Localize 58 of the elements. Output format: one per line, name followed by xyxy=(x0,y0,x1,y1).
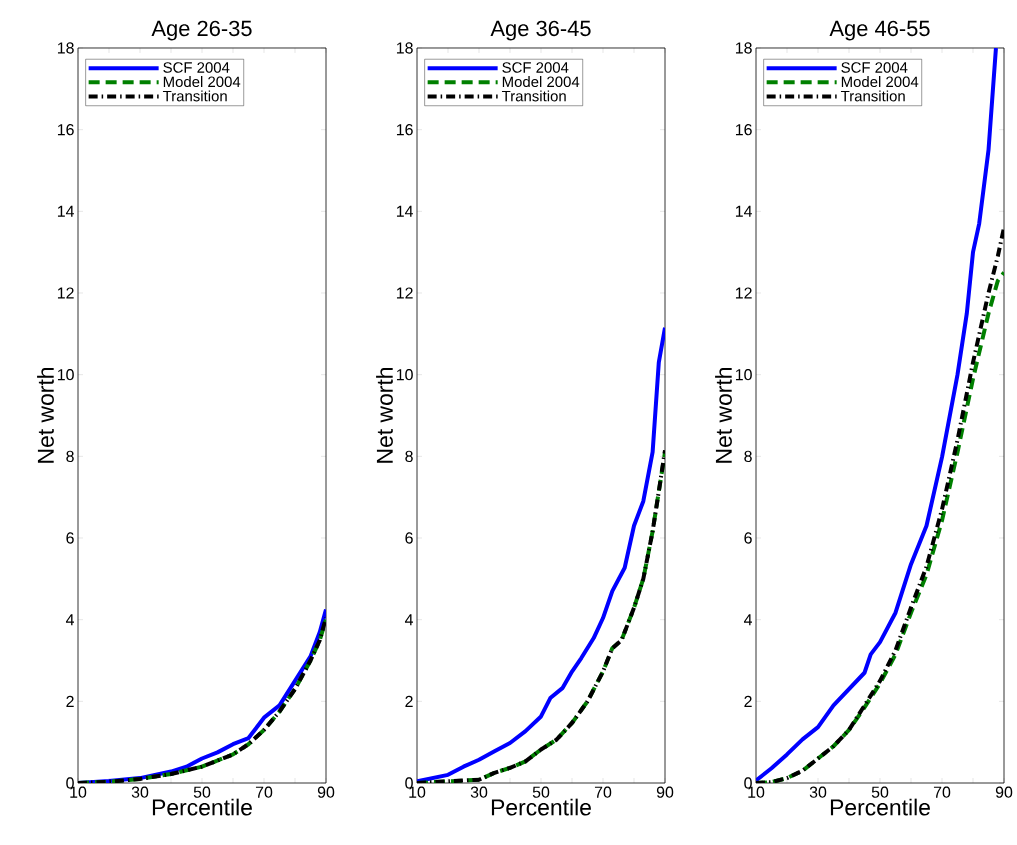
chart-title: Age 26-35 xyxy=(151,20,252,41)
y-tick-label: 10 xyxy=(396,369,413,381)
legend-label: SCF 2004 xyxy=(163,62,230,73)
y-tick-label: 2 xyxy=(744,695,752,707)
x-tick-label: 70 xyxy=(933,786,951,798)
y-tick-label: 10 xyxy=(735,369,752,381)
legend-label: SCF 2004 xyxy=(502,62,569,73)
x-tick-label: 70 xyxy=(255,786,273,798)
y-tick-label: 2 xyxy=(405,695,413,707)
y-tick-label: 6 xyxy=(405,532,413,544)
x-tick-label: 90 xyxy=(317,786,335,798)
x-tick-label: 90 xyxy=(995,786,1013,798)
y-tick-label: 14 xyxy=(396,205,414,217)
x-axis-title: Percentile xyxy=(491,798,591,816)
legend-label: Transition xyxy=(501,90,566,102)
y-tick-label: 18 xyxy=(396,42,413,54)
legend-label: Model 2004 xyxy=(502,76,580,88)
y-tick-label: 16 xyxy=(735,124,752,136)
legend-label: Model 2004 xyxy=(841,76,919,88)
x-tick-label: 30 xyxy=(470,786,488,798)
y-tick-label: 6 xyxy=(66,532,74,544)
y-tick-label: 8 xyxy=(744,450,752,462)
y-axis-title: Net worth xyxy=(376,367,393,463)
x-tick-label: 30 xyxy=(809,786,827,798)
x-axis-title: Percentile xyxy=(152,798,252,816)
y-axis-title: Net worth xyxy=(37,367,54,463)
y-tick-label: 12 xyxy=(735,287,752,299)
y-tick-label: 6 xyxy=(744,532,752,544)
x-tick-label: 30 xyxy=(131,786,149,798)
y-tick-label: 8 xyxy=(66,450,74,462)
x-axis-title: Percentile xyxy=(830,798,930,816)
y-tick-label: 4 xyxy=(65,614,75,626)
y-axis-title: Net worth xyxy=(715,367,732,463)
y-tick-label: 14 xyxy=(735,205,753,217)
legend-label: Transition xyxy=(840,90,905,102)
y-tick-label: 2 xyxy=(66,695,74,707)
x-tick-label: 70 xyxy=(594,786,612,798)
y-tick-label: 18 xyxy=(57,42,74,54)
legend-label: Transition xyxy=(162,90,227,102)
y-tick-label: 16 xyxy=(57,124,74,136)
y-tick-label: 10 xyxy=(57,369,74,381)
y-tick-label: 16 xyxy=(396,124,413,136)
y-tick-label: 8 xyxy=(405,450,413,462)
y-tick-label: 4 xyxy=(404,614,414,626)
y-tick-label: 12 xyxy=(396,287,413,299)
chart-title: Age 36-45 xyxy=(490,20,591,41)
x-tick-label: 50 xyxy=(193,786,211,798)
legend-label: Model 2004 xyxy=(163,76,241,88)
x-tick-label: 90 xyxy=(656,786,674,798)
y-tick-label: 18 xyxy=(735,42,752,54)
legend-label: SCF 2004 xyxy=(841,62,908,73)
y-tick-label: 4 xyxy=(743,614,753,626)
chart-title: Age 46-55 xyxy=(829,20,930,41)
y-tick-label: 12 xyxy=(57,287,74,299)
x-tick-label: 50 xyxy=(871,786,889,798)
y-tick-label: 14 xyxy=(57,205,74,217)
line-series xyxy=(417,325,665,783)
x-tick-label: 50 xyxy=(532,786,550,798)
